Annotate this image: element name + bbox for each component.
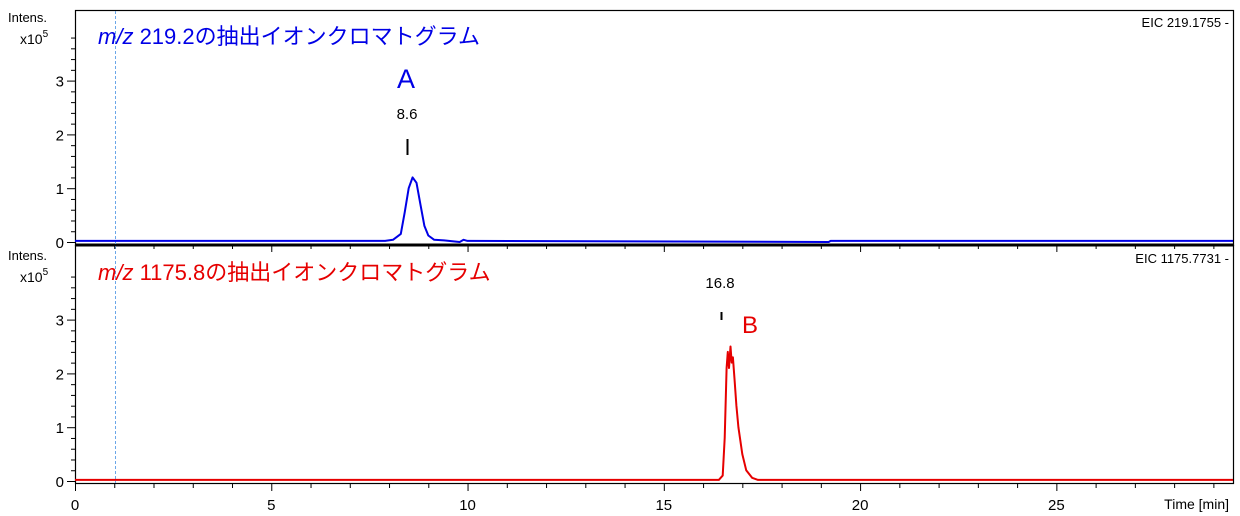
x-tick-label: 0 xyxy=(71,497,79,514)
peak-b-letter: B xyxy=(742,312,758,339)
bottom-y-tick-label: 2 xyxy=(56,366,64,383)
x-tick-label: 5 xyxy=(267,497,275,514)
top-trace-label: EIC 219.1755 - xyxy=(1142,15,1229,30)
bottom-y-axis-label: Intens. xyxy=(8,248,47,263)
top-y-tick-label: 1 xyxy=(56,181,64,198)
x-axis-label: Time [min] xyxy=(1164,496,1229,512)
top-series-line xyxy=(75,176,1233,243)
peak-a-rt-label: 8.6 xyxy=(397,106,418,123)
x-tick-label: 25 xyxy=(1048,497,1065,514)
x-tick-label: 20 xyxy=(852,497,869,514)
top-y-tick-label: 2 xyxy=(56,127,64,144)
top-y-tick-label: 3 xyxy=(56,74,64,91)
top-y-tick-label: 0 xyxy=(56,235,64,252)
peak-a-letter: A xyxy=(397,64,415,94)
x-tick-label: 15 xyxy=(655,497,672,514)
chart-marks: 0 1 2 3 0 1 2 3 0 5 10 15 20 25 xyxy=(56,37,1233,514)
bottom-y-tick-label: 1 xyxy=(56,420,64,437)
top-y-scale-label: x105 xyxy=(20,29,49,47)
top-y-axis-label: Intens. xyxy=(8,10,47,25)
bottom-y-scale-label: x105 xyxy=(20,267,49,285)
bottom-y-tick-label: 3 xyxy=(56,313,64,330)
bottom-trace-label: EIC 1175.7731 - xyxy=(1135,251,1229,266)
bottom-chart-title: m/z 1175.8の抽出イオンクロマトグラム xyxy=(98,260,491,285)
peak-b-rt-label: 16.8 xyxy=(705,275,734,292)
top-chart-title: m/z 219.2の抽出イオンクロマトグラム xyxy=(98,24,480,49)
bottom-series-line xyxy=(75,345,1233,481)
bottom-y-tick-label: 0 xyxy=(56,474,64,491)
x-tick-label: 10 xyxy=(459,497,476,514)
